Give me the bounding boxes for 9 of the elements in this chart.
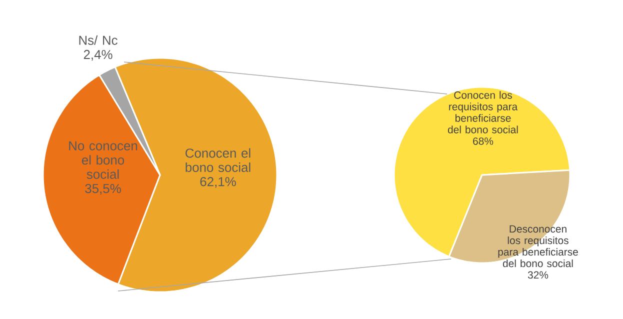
data-label: 32%: [528, 271, 548, 279]
data-label: 68%: [473, 137, 494, 145]
slice-label: Conocen el bono social: [186, 148, 250, 172]
slice-label: Ns/ Nc: [79, 35, 118, 45]
data-label: 62,1%: [200, 177, 236, 188]
slice-label: Conocen los requisitos para beneficiarse del bono social: [448, 91, 518, 134]
data-label: 2,4%: [84, 50, 112, 61]
slice-label: No conocen el bono social: [69, 141, 138, 179]
data-label: 35,5%: [85, 184, 121, 195]
